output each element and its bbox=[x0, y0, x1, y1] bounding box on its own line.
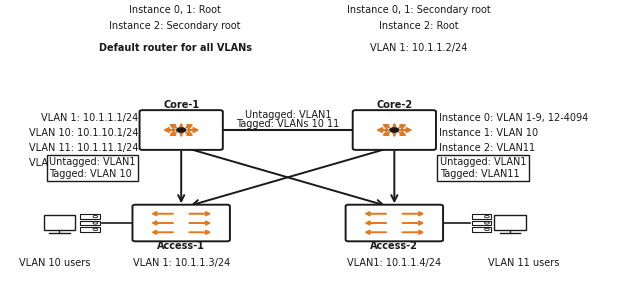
Text: Untagged: VLAN1: Untagged: VLAN1 bbox=[245, 110, 331, 120]
Text: Instance 2: Root: Instance 2: Root bbox=[379, 21, 459, 31]
Text: Core-2: Core-2 bbox=[376, 100, 412, 110]
Text: Instance 0, 1: Secondary root: Instance 0, 1: Secondary root bbox=[347, 5, 490, 15]
Text: Instance 2: VLAN11: Instance 2: VLAN11 bbox=[439, 143, 535, 153]
FancyBboxPatch shape bbox=[44, 215, 76, 230]
Text: Access-2: Access-2 bbox=[371, 241, 418, 251]
FancyBboxPatch shape bbox=[472, 221, 491, 225]
FancyBboxPatch shape bbox=[353, 110, 436, 150]
Text: Instance 2: Secondary root: Instance 2: Secondary root bbox=[109, 21, 241, 31]
Text: Instance 1: VLAN 10: Instance 1: VLAN 10 bbox=[439, 128, 538, 138]
FancyBboxPatch shape bbox=[472, 214, 491, 219]
Text: Default router for all VLANs: Default router for all VLANs bbox=[99, 43, 251, 53]
Text: Untagged: VLAN1
Tagged: VLAN11: Untagged: VLAN1 Tagged: VLAN11 bbox=[440, 157, 527, 179]
Text: VLAN 1: 10.1.1.2/24: VLAN 1: 10.1.1.2/24 bbox=[370, 43, 467, 53]
Text: VLAN1: 10.1.1.4/24: VLAN1: 10.1.1.4/24 bbox=[348, 258, 441, 268]
Text: Access-1: Access-1 bbox=[157, 241, 205, 251]
Text: Untagged: VLAN1
Tagged: VLAN 10: Untagged: VLAN1 Tagged: VLAN 10 bbox=[49, 157, 135, 179]
Text: Tagged: VLANs 10 11: Tagged: VLANs 10 11 bbox=[236, 119, 339, 128]
Text: Core-1: Core-1 bbox=[163, 100, 199, 110]
FancyBboxPatch shape bbox=[80, 214, 100, 219]
FancyBboxPatch shape bbox=[80, 221, 100, 225]
Text: Instance 0, 1: Root: Instance 0, 1: Root bbox=[129, 5, 221, 15]
Text: VLAN 10 users: VLAN 10 users bbox=[19, 258, 91, 268]
FancyBboxPatch shape bbox=[80, 227, 100, 232]
Circle shape bbox=[390, 128, 399, 132]
Text: VLAN 1: 10.1.1.3/24: VLAN 1: 10.1.1.3/24 bbox=[132, 258, 230, 268]
Text: VLAN 12: 10.1.12.1/24: VLAN 12: 10.1.12.1/24 bbox=[29, 158, 139, 168]
FancyBboxPatch shape bbox=[346, 205, 443, 241]
FancyBboxPatch shape bbox=[494, 215, 526, 230]
Text: VLAN 11: 10.1.11.1/24: VLAN 11: 10.1.11.1/24 bbox=[29, 143, 139, 153]
FancyBboxPatch shape bbox=[132, 205, 230, 241]
FancyBboxPatch shape bbox=[140, 110, 223, 150]
FancyBboxPatch shape bbox=[472, 227, 491, 232]
Text: VLAN 1: 10.1.1.1/24: VLAN 1: 10.1.1.1/24 bbox=[41, 113, 139, 123]
Text: VLAN 10: 10.1.10.1/24: VLAN 10: 10.1.10.1/24 bbox=[29, 128, 139, 138]
Circle shape bbox=[177, 128, 185, 132]
Text: VLAN 11 users: VLAN 11 users bbox=[489, 258, 560, 268]
Text: Instance 0: VLAN 1-9, 12-4094: Instance 0: VLAN 1-9, 12-4094 bbox=[439, 113, 588, 123]
